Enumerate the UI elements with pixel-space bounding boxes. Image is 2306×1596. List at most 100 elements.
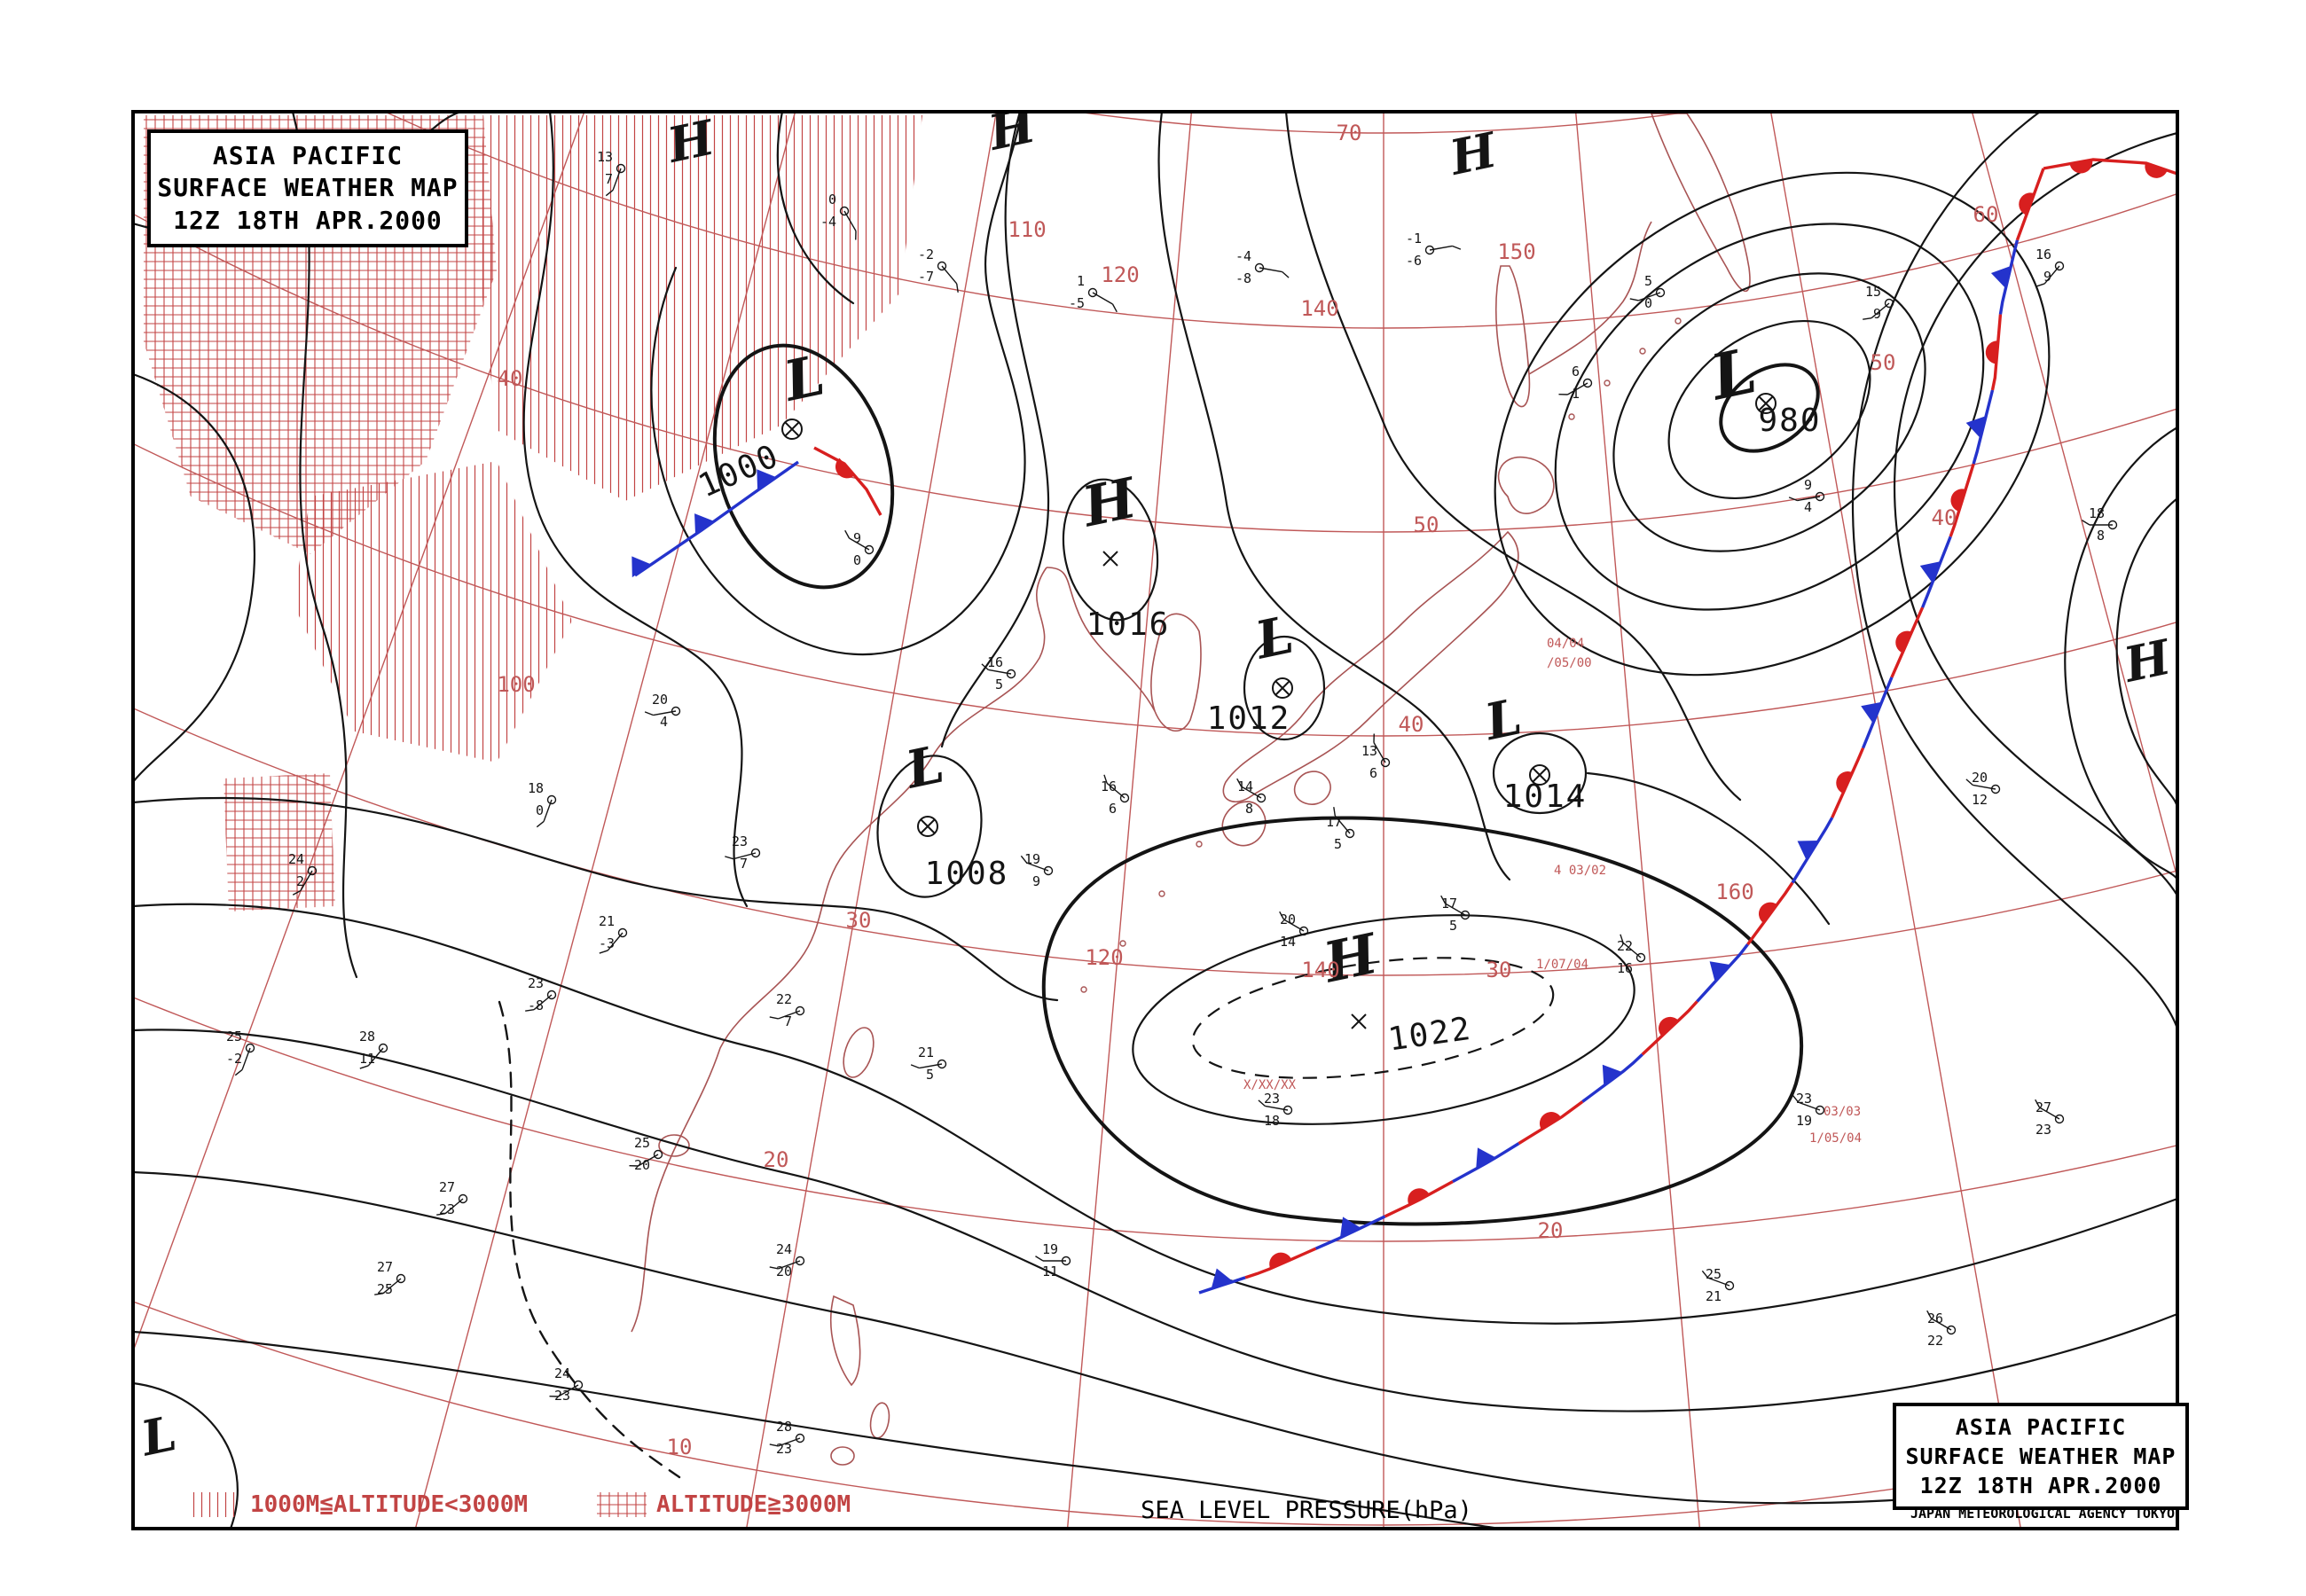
graticule-label: 100: [497, 672, 535, 697]
pressure-center-L: L: [1249, 605, 1298, 671]
svg-text:-3: -3: [599, 935, 615, 951]
station-plot: 227: [769, 991, 805, 1029]
station-plot: 165: [981, 654, 1016, 692]
station-plot: 94: [1788, 477, 1825, 515]
station-plot: 23-8: [525, 975, 557, 1013]
graticule-label: 50: [1871, 350, 1896, 375]
station-plot: 25-2: [226, 1029, 255, 1076]
map-frame: [131, 110, 2179, 1530]
svg-text:0: 0: [853, 552, 861, 568]
station-plot: 50: [1629, 273, 1666, 311]
station-plot: 21-3: [599, 913, 628, 954]
svg-text:24: 24: [776, 1241, 792, 1257]
svg-text:22: 22: [1617, 938, 1633, 954]
svg-text:2: 2: [296, 873, 304, 889]
svg-text:5: 5: [1644, 273, 1652, 289]
graticule-label: 140: [1300, 296, 1338, 321]
aux-label: 1/05/04: [1809, 1131, 1862, 1146]
svg-text:1: 1: [1572, 386, 1580, 402]
svg-text:21: 21: [599, 913, 615, 929]
svg-text:13: 13: [1361, 743, 1377, 759]
title-block-bottom-right: ASIA PACIFIC SURFACE WEATHER MAP 12Z 18T…: [1893, 1403, 2189, 1510]
svg-text:17: 17: [1441, 896, 1457, 911]
isobar-value-label: 1008: [925, 856, 1009, 892]
graticule-label: 30: [1486, 958, 1512, 982]
svg-text:28: 28: [359, 1029, 375, 1044]
pressure-center-L: L: [135, 1404, 181, 1467]
aux-label: 04/04: [1547, 637, 1584, 651]
svg-text:5: 5: [926, 1067, 934, 1083]
station-plot: 169: [2035, 246, 2065, 287]
svg-text:1: 1: [1077, 273, 1085, 289]
station-plot: 199: [1020, 851, 1054, 889]
svg-text:21: 21: [918, 1044, 934, 1060]
svg-text:-5: -5: [1069, 295, 1085, 311]
svg-text:-6: -6: [1406, 253, 1422, 269]
svg-text:25: 25: [377, 1281, 393, 1297]
svg-text:20: 20: [1972, 770, 1988, 786]
svg-text:9: 9: [1873, 306, 1881, 322]
svg-text:-4: -4: [1235, 248, 1251, 264]
svg-text:18: 18: [1264, 1113, 1280, 1129]
svg-text:0: 0: [828, 192, 836, 207]
pressure-center-H: H: [982, 96, 1041, 161]
map-title-line3: 12Z 18TH APR.2000: [1919, 1473, 2162, 1498]
station-plot: 166: [1101, 774, 1130, 817]
svg-text:6: 6: [1369, 765, 1377, 781]
isobar-value-label: 1014: [1503, 778, 1588, 815]
isobar-value-label: 980: [1758, 403, 1821, 439]
aux-label: /05/00: [1547, 656, 1592, 670]
svg-text:11: 11: [1042, 1264, 1058, 1279]
graticule-label: 20: [764, 1147, 789, 1172]
legend-altitude-low-label: 1000M≦ALTITUDE<3000M: [250, 1491, 529, 1518]
svg-text:7: 7: [605, 171, 613, 187]
svg-text:23: 23: [2035, 1122, 2051, 1138]
graticule-label: 10: [667, 1435, 693, 1459]
svg-text:27: 27: [2035, 1099, 2051, 1115]
aux-label: 03/03: [1824, 1105, 1861, 1119]
svg-text:23: 23: [439, 1201, 455, 1217]
legend-altitude-high-label: ALTITUDE≧3000M: [656, 1491, 851, 1518]
svg-text:16: 16: [1617, 960, 1633, 976]
graticule-label: 120: [1085, 945, 1123, 970]
svg-text:18: 18: [2089, 505, 2105, 521]
graticule-label: 70: [1337, 121, 1362, 145]
graticule-label: 40: [1932, 505, 1957, 530]
svg-text:7: 7: [784, 1013, 792, 1029]
svg-text:19: 19: [1796, 1113, 1812, 1129]
svg-text:23: 23: [732, 833, 748, 849]
svg-text:23: 23: [1796, 1091, 1812, 1107]
station-plot: 242: [288, 851, 318, 896]
svg-text:6: 6: [1572, 364, 1580, 379]
station-plot: -1-6: [1406, 231, 1462, 269]
aux-label: 1/07/04: [1536, 958, 1588, 972]
svg-text:23: 23: [528, 975, 544, 991]
svg-text:23: 23: [776, 1441, 792, 1457]
graticule-label: 140: [1301, 958, 1339, 982]
station-plot: 215: [910, 1044, 947, 1083]
station-plot: 1-5: [1069, 273, 1118, 313]
svg-text:22: 22: [776, 991, 792, 1007]
station-plot: 175: [1440, 895, 1471, 934]
svg-text:24: 24: [554, 1365, 570, 1381]
pressure-center-L: L: [1479, 687, 1526, 752]
graticule-label: 50: [1414, 512, 1439, 537]
svg-text:-7: -7: [918, 269, 934, 285]
svg-text:-2: -2: [918, 246, 934, 262]
graticule-label: 60: [1973, 202, 1999, 227]
svg-text:21: 21: [1706, 1288, 1722, 1304]
svg-text:7: 7: [740, 856, 748, 872]
svg-text:20: 20: [1280, 911, 1296, 927]
